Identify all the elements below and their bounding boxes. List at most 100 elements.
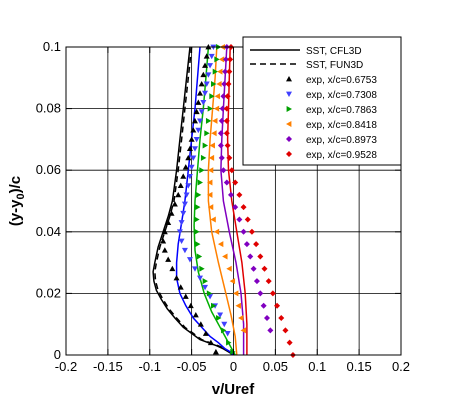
legend-label: SST, CFL3D <box>306 46 362 57</box>
exp-point-0 <box>190 127 197 133</box>
exp-point-5 <box>261 265 268 272</box>
exp-point-1 <box>224 331 231 337</box>
y-tick-label: 0.08 <box>36 101 61 116</box>
x-tick-label: 0.2 <box>392 359 410 374</box>
exp-point-3 <box>207 191 213 198</box>
exp-point-0 <box>197 321 204 327</box>
exp-point-2 <box>212 68 219 75</box>
exp-point-0 <box>212 348 219 355</box>
exp-point-0 <box>182 164 189 170</box>
exp-point-1 <box>181 247 188 254</box>
exp-point-0 <box>188 136 195 142</box>
exp-point-4 <box>218 117 225 124</box>
exp-point-2 <box>209 93 215 100</box>
exp-point-5 <box>265 278 272 285</box>
y-tick-label: 0.02 <box>36 285 61 300</box>
exp-point-5 <box>228 167 235 174</box>
x-tick-label: 0.15 <box>346 359 371 374</box>
exp-point-3 <box>233 290 239 297</box>
exp-point-4 <box>217 130 224 137</box>
exp-point-4 <box>221 80 228 87</box>
exp-point-5 <box>223 130 230 137</box>
exp-point-0 <box>180 173 187 179</box>
x-tick-label: 0.1 <box>308 359 326 374</box>
exp-point-0 <box>173 275 180 281</box>
exp-point-0 <box>186 145 193 152</box>
exp-point-4 <box>247 253 254 260</box>
exp-point-3 <box>207 204 214 211</box>
exp-point-4 <box>260 302 267 309</box>
exp-point-1 <box>180 210 187 217</box>
exp-point-4 <box>243 241 250 248</box>
exp-point-5 <box>224 93 231 100</box>
exp-point-3 <box>229 278 236 285</box>
exp-point-5 <box>244 216 251 223</box>
exp-point-1 <box>188 164 195 171</box>
exp-point-1 <box>193 137 200 143</box>
exp-point-3 <box>217 241 224 248</box>
exp-point-2 <box>194 228 200 235</box>
exp-point-4 <box>218 154 225 161</box>
exp-point-0 <box>169 265 176 272</box>
exp-point-3 <box>213 105 220 112</box>
exp-point-3 <box>218 56 225 63</box>
exp-point-2 <box>197 179 203 186</box>
exp-point-5 <box>282 327 289 334</box>
exp-point-2 <box>199 265 205 272</box>
legend-marker-1 <box>286 91 292 97</box>
legend-label: exp, x/c=0.7308 <box>306 90 377 101</box>
exp-point-4 <box>240 228 247 235</box>
exp-point-4 <box>219 105 226 112</box>
legend-label: exp, x/c=0.8418 <box>306 120 377 131</box>
exp-point-0 <box>192 311 199 318</box>
exp-point-4 <box>220 167 227 174</box>
exp-point-3 <box>212 117 218 124</box>
experimental-markers <box>160 44 296 358</box>
legend-label: exp, x/c=0.8973 <box>306 135 377 146</box>
cfd-line-6 <box>226 46 248 355</box>
exp-point-5 <box>253 241 260 248</box>
exp-point-0 <box>187 302 194 309</box>
exp-point-2 <box>205 117 212 124</box>
legend-label: exp, x/c=0.7863 <box>306 105 377 116</box>
x-tick-label: -0.1 <box>139 359 161 374</box>
exp-point-4 <box>220 93 227 100</box>
exp-point-3 <box>238 315 244 322</box>
exp-point-1 <box>176 229 183 235</box>
exp-point-1 <box>207 63 214 69</box>
y-tick-label: 0.1 <box>43 39 61 54</box>
exp-point-1 <box>183 192 190 198</box>
exp-point-0 <box>203 53 210 59</box>
exp-point-3 <box>213 228 220 235</box>
exp-point-1 <box>191 266 198 272</box>
exp-point-5 <box>226 154 233 161</box>
exp-point-1 <box>191 146 198 152</box>
x-tick-label: -0.05 <box>177 359 207 374</box>
exp-point-1 <box>198 109 205 115</box>
y-tick-label: 0 <box>54 347 61 362</box>
exp-point-3 <box>240 327 246 334</box>
exp-point-1 <box>186 257 193 263</box>
exp-point-3 <box>209 142 215 149</box>
exp-point-1 <box>217 312 224 318</box>
exp-point-5 <box>274 302 281 309</box>
exp-point-4 <box>217 142 224 149</box>
exp-point-3 <box>214 93 220 100</box>
exp-point-4 <box>223 179 230 186</box>
exp-point-2 <box>211 302 217 309</box>
exp-point-3 <box>210 216 216 223</box>
exp-point-5 <box>223 105 230 112</box>
exp-point-3 <box>207 167 214 174</box>
exp-point-0 <box>165 256 172 262</box>
exp-point-0 <box>165 219 172 225</box>
exp-point-4 <box>257 290 264 297</box>
exp-point-2 <box>221 327 227 334</box>
legend-marker-0 <box>286 76 292 82</box>
y-tick-labels: 0 0.02 0.04 0.06 0.08 0.1 <box>36 39 61 362</box>
x-tick-label: -0.2 <box>55 359 77 374</box>
exp-point-1 <box>197 118 203 124</box>
exp-point-5 <box>269 290 276 297</box>
y-axis-label-sub: 0 <box>15 193 27 199</box>
exp-point-2 <box>195 241 201 248</box>
